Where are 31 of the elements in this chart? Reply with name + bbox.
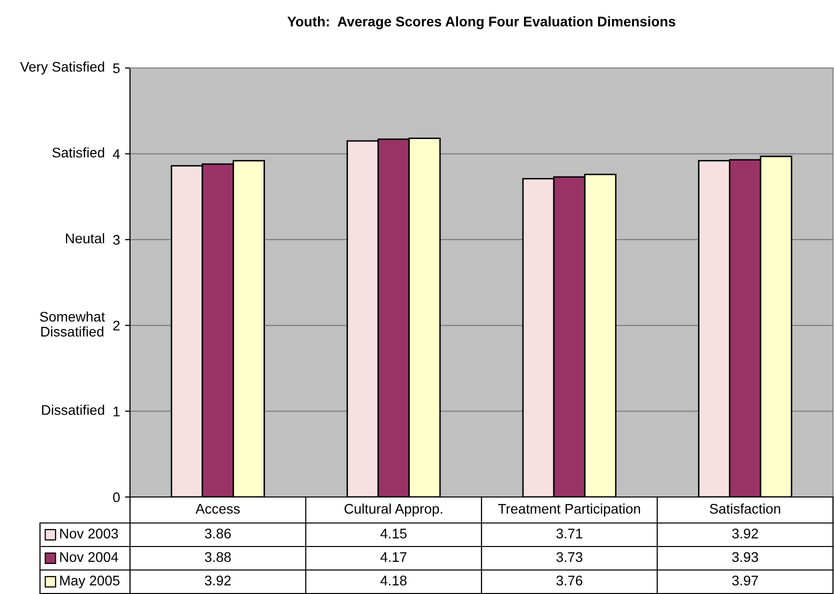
x-tick-label: Cultural Approp. [344,504,442,516]
text: Dissatified [42,404,104,415]
y-tick-label: 4 [112,149,120,159]
data-label: 3.92 [732,528,758,538]
chart-title: Youth: Average Scores Along Four Evaluation Dimensions [287,16,676,30]
text: Very Satisfied [20,62,104,74]
text: Neutal [66,233,104,244]
y-tick-label: 5 [113,63,120,74]
data-label: 4.18 [380,576,407,586]
data-label: 3.93 [732,552,758,562]
legend-label: Nov 2003 [60,528,118,538]
y-tick-label: 2 [113,320,120,330]
data-label: 3.71 [556,528,582,538]
data-label: 4.17 [380,552,406,562]
data-label: 3.73 [556,552,582,562]
x-tick-label: Access [196,504,240,514]
text: Somewhat Dissatified [40,311,105,337]
legend-label: Nov 2004 [60,552,118,562]
x-tick-label: Treatment Participation [498,504,640,516]
data-label: 3.76 [556,576,582,586]
data-label: 4.15 [380,528,407,538]
data-label: 3.97 [732,576,758,586]
y-tick-label: 3 [113,234,120,245]
data-label: 3.92 [204,576,231,586]
legend-label: May 2005 [60,576,120,588]
x-tick-label: Satisfaction [710,504,780,514]
y-tick-label: 0 [113,492,120,502]
text: Satisfied [52,147,104,158]
y-tick-label: 1 [114,406,120,416]
data-label: 3.88 [204,552,231,562]
data-label: 3.86 [204,528,231,538]
